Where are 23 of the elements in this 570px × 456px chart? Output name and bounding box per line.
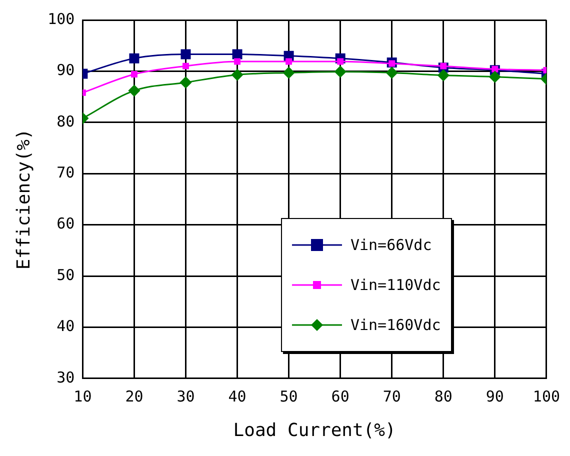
legend-label: Vin=110Vdc <box>350 276 441 294</box>
x-tick-label: 100 <box>532 387 560 406</box>
legend-label: Vin=160Vdc <box>350 316 441 334</box>
x-tick-label: 40 <box>228 387 246 406</box>
y-tick-label: 90 <box>56 61 75 80</box>
x-axis-title: Load Current(%) <box>233 420 396 441</box>
y-tick-label: 80 <box>56 112 75 130</box>
x-tick-label: 80 <box>434 387 452 406</box>
x-tick-label: 50 <box>280 387 298 406</box>
y-tick-label: 100 <box>48 10 75 28</box>
x-tick-label: 70 <box>382 387 401 406</box>
y-tick-label: 60 <box>56 214 75 233</box>
x-tick-label: 10 <box>74 387 92 406</box>
y-tick-label: 50 <box>56 266 75 284</box>
x-tick-label: 20 <box>125 387 144 406</box>
y-tick-label: 40 <box>56 317 75 336</box>
y-tick-label: 70 <box>56 163 75 182</box>
x-tick-label: 60 <box>331 387 350 406</box>
x-tick-label: 90 <box>486 387 504 406</box>
y-axis-title: Efficiency(%) <box>13 128 34 270</box>
y-tick-label: 30 <box>56 368 75 386</box>
x-tick-label: 30 <box>176 387 195 406</box>
legend-label: Vin=66Vdc <box>350 236 432 254</box>
